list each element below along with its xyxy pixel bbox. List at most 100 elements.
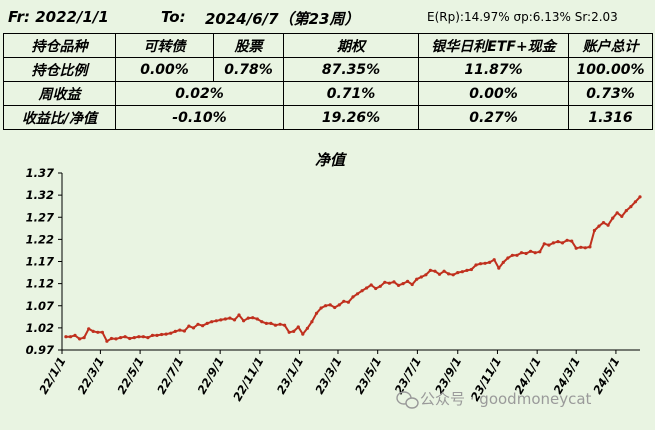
data-point	[542, 242, 546, 246]
holdings-table: 持仓品种 可转债 股票 期权 银华日利ETF+现金 账户总计 持仓比例 0.00…	[3, 33, 653, 130]
data-point	[214, 319, 218, 323]
x-tick-label: 23/1/1	[274, 355, 306, 397]
data-point	[510, 253, 514, 257]
data-point	[301, 332, 305, 336]
data-point	[105, 339, 109, 343]
data-point	[538, 250, 542, 254]
data-point	[96, 330, 100, 334]
data-point	[360, 289, 364, 293]
table-cell: 0.78%	[213, 57, 284, 82]
data-point	[191, 326, 196, 330]
data-point	[324, 304, 328, 308]
data-point	[406, 279, 410, 283]
data-point	[629, 205, 633, 209]
data-point	[319, 306, 323, 310]
table-row-ratio: 收益比/净值 -0.10% 19.26% 0.27% 1.316	[3, 105, 653, 130]
data-point	[219, 318, 223, 322]
data-point	[173, 329, 177, 333]
data-point	[287, 330, 291, 334]
data-point	[78, 337, 82, 341]
data-point	[201, 324, 205, 328]
data-point	[374, 286, 378, 291]
table-cell: 持仓比例	[3, 57, 116, 82]
data-point	[205, 321, 209, 325]
data-point	[506, 256, 510, 260]
data-point	[164, 332, 168, 336]
data-point	[228, 316, 232, 320]
data-point	[437, 272, 442, 276]
data-point	[615, 211, 619, 215]
table-row-weekly: 周收益 0.02% 0.71% 0.00% 0.73%	[3, 81, 653, 106]
data-point	[246, 316, 250, 320]
data-point	[264, 321, 268, 325]
table-header-row: 持仓品种 可转债 股票 期权 银华日利ETF+现金 账户总计	[3, 33, 653, 58]
table-cell: 0.00%	[115, 57, 214, 82]
x-tick-label: 24/5/1	[590, 355, 622, 397]
data-point	[150, 333, 155, 337]
table-cell: -0.10%	[115, 105, 284, 130]
data-point	[551, 241, 556, 245]
data-point	[524, 251, 528, 256]
x-tick-label: 22/1/1	[36, 355, 68, 397]
data-point	[556, 240, 560, 244]
nav-chart: 净值 0.97 1.02 1.07 1.12 1.17 1.22 1.27 1.32 1.37 …	[0, 140, 655, 426]
data-point	[560, 241, 565, 245]
data-point	[620, 214, 624, 218]
data-point	[533, 251, 537, 255]
table-cell: 19.26%	[283, 105, 419, 130]
data-point	[597, 224, 601, 228]
data-point	[255, 317, 259, 321]
data-point	[442, 269, 446, 273]
data-point	[592, 228, 597, 233]
table-cell: 0.71%	[283, 81, 419, 106]
from-date: Fr: 2022/1/1	[8, 8, 109, 26]
data-point	[146, 336, 150, 340]
data-point	[529, 249, 533, 253]
data-point	[346, 300, 350, 304]
data-point	[478, 262, 483, 266]
wechat-icon	[396, 391, 419, 409]
data-point	[638, 195, 642, 199]
table-cell: 0.00%	[418, 81, 569, 106]
data-point	[428, 268, 432, 272]
table-cell: 银华日利ETF+现金	[418, 33, 569, 58]
y-tick-label: 1.22	[26, 232, 54, 246]
watermark: 公众号 · goodmoneycat	[396, 390, 592, 409]
chart-title: 净值	[315, 151, 348, 169]
nav-series-points	[64, 195, 642, 343]
x-tick-label: 22/7/1	[154, 355, 186, 397]
data-point	[100, 330, 104, 334]
x-tick-label: 22/5/1	[114, 355, 146, 397]
y-tick-label: 1.32	[26, 188, 54, 202]
summary-header: Fr: 2022/1/1 To: 2024/6/7（第23周） E(Rp):14…	[0, 0, 655, 33]
data-point	[342, 299, 346, 303]
data-point	[419, 275, 423, 279]
y-tick-label: 1.02	[26, 321, 54, 335]
data-point	[392, 280, 396, 284]
y-tick-label: 1.17	[26, 255, 54, 269]
data-point	[497, 266, 501, 270]
data-point	[401, 282, 405, 286]
data-point	[137, 335, 141, 339]
data-point	[579, 245, 583, 249]
data-point	[501, 260, 505, 264]
data-point	[178, 328, 182, 332]
table-cell: 100.00%	[568, 57, 653, 82]
data-point	[465, 268, 469, 272]
table-cell: 0.27%	[418, 105, 569, 130]
data-point	[68, 335, 73, 339]
table-cell: 股票	[213, 33, 284, 58]
y-tick-label: 1.07	[26, 299, 54, 313]
data-point	[565, 238, 569, 242]
data-point	[310, 320, 314, 324]
data-point	[433, 269, 437, 273]
y-tick-label: 1.12	[26, 277, 54, 291]
data-point	[119, 336, 123, 340]
data-point	[269, 321, 273, 325]
data-point	[583, 246, 587, 250]
data-point	[378, 284, 382, 288]
data-point	[132, 336, 136, 340]
to-label: To:	[161, 8, 186, 26]
table-row-position: 持仓比例 0.00% 0.78% 87.35% 11.87% 100.00%	[3, 57, 653, 82]
data-point	[456, 271, 460, 275]
